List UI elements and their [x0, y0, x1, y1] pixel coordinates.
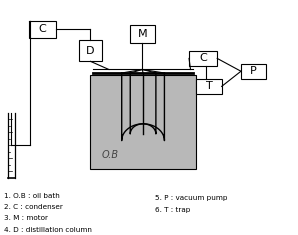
- Bar: [79, 40, 102, 61]
- Text: 3. M : motor: 3. M : motor: [4, 215, 48, 222]
- Text: 2. C : condenser: 2. C : condenser: [4, 204, 63, 210]
- Bar: [29, 20, 55, 38]
- Text: 6. T : trap: 6. T : trap: [155, 207, 190, 213]
- Bar: [130, 25, 155, 43]
- Text: 4. D : distillation column: 4. D : distillation column: [4, 227, 91, 233]
- Text: P: P: [250, 66, 257, 76]
- Bar: [196, 79, 222, 94]
- Bar: [241, 64, 266, 79]
- Bar: [90, 75, 196, 169]
- Bar: [189, 51, 217, 66]
- Text: C: C: [38, 24, 46, 34]
- Text: C: C: [199, 53, 207, 63]
- Text: O.B: O.B: [102, 150, 119, 161]
- Text: 1. O.B : oil bath: 1. O.B : oil bath: [4, 193, 59, 199]
- Text: M: M: [137, 29, 147, 39]
- Text: 5. P : vacuum pump: 5. P : vacuum pump: [155, 196, 227, 201]
- Text: T: T: [206, 81, 212, 91]
- Text: D: D: [86, 46, 95, 56]
